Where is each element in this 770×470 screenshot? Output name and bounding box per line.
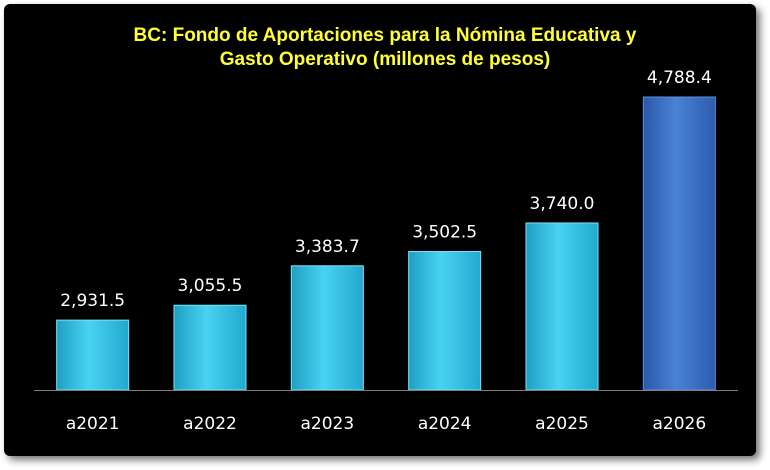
chart-title-line-1: BC: Fondo de Aportaciones para la Nómina… — [133, 25, 637, 46]
bar-a2025 — [525, 222, 599, 391]
category-label-a2024: a2024 — [418, 414, 472, 434]
category-label-a2022: a2022 — [183, 414, 237, 434]
chart-title-line-2: Gasto Operativo (millones de pesos) — [219, 49, 551, 70]
data-label-a2025: 3,740.0 — [530, 194, 595, 214]
data-label-a2022: 3,055.5 — [178, 276, 243, 296]
chart-frame — [4, 4, 756, 456]
bar-a2024 — [408, 251, 482, 391]
data-label-a2026: 4,788.4 — [647, 68, 712, 88]
category-label-a2025: a2025 — [535, 414, 589, 434]
category-label-a2026: a2026 — [652, 414, 706, 434]
data-label-a2024: 3,502.5 — [412, 223, 477, 243]
bar-a2026 — [642, 96, 716, 391]
bar-a2023 — [290, 265, 364, 391]
category-label-a2023: a2023 — [300, 414, 354, 434]
category-label-a2021: a2021 — [66, 414, 120, 434]
data-label-a2021: 2,931.5 — [60, 291, 125, 311]
data-label-a2023: 3,383.7 — [295, 237, 360, 257]
bar-a2021 — [56, 319, 130, 391]
chart-title: BC: Fondo de Aportaciones para la Nómina… — [0, 24, 770, 72]
bar-a2022 — [173, 304, 247, 391]
